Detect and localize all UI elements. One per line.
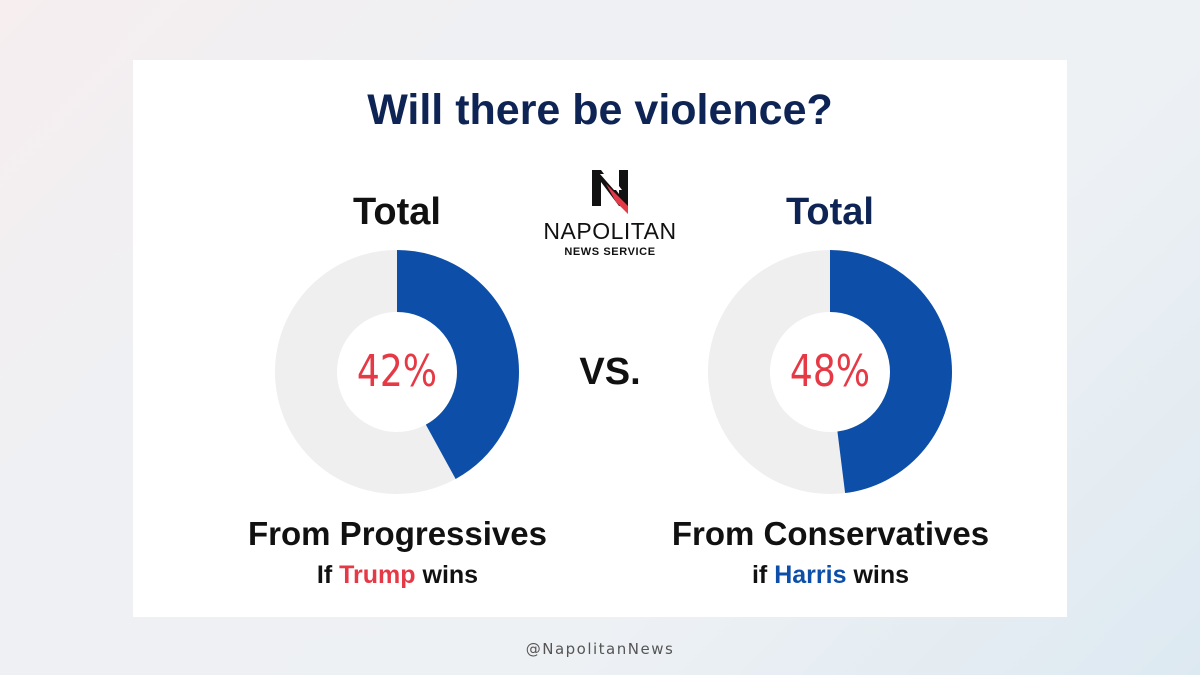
left-donut-value-arc: [275, 250, 519, 494]
right-condition-prefix: if: [751, 561, 768, 589]
right-donut-chart: 48%: [707, 249, 953, 495]
vs-label: VS.: [579, 351, 641, 393]
left-condition-name: Trump: [339, 561, 416, 589]
right-condition: if Harris wins: [614, 560, 1047, 590]
logo-wordmark: NAPOLITAN: [543, 218, 677, 244]
right-chart-title: Total: [786, 191, 874, 233]
right-caption: From Conservatives: [671, 515, 990, 552]
left-condition-prefix: If: [316, 561, 333, 589]
logo-subtitle: NEWS SERVICE: [564, 246, 656, 258]
left-condition: If Trump wins: [181, 560, 614, 590]
right-percent-label: 48%: [789, 346, 871, 397]
left-chart-title: Total: [353, 191, 441, 233]
logo-n-mark: [592, 170, 628, 214]
left-donut-chart: 42%: [274, 249, 520, 495]
napolitan-logo: NAPOLITAN NEWS SERVICE: [530, 166, 690, 262]
page-title: Will there be violence?: [367, 86, 833, 134]
right-donut-value-arc: [708, 250, 952, 494]
right-condition-name: Harris: [774, 561, 847, 589]
left-condition-suffix: wins: [422, 561, 479, 589]
right-condition-suffix: wins: [853, 561, 910, 589]
social-handle: @NapolitanNews: [525, 640, 675, 658]
left-percent-label: 42%: [356, 346, 438, 397]
left-caption: From Progressives: [248, 515, 547, 552]
